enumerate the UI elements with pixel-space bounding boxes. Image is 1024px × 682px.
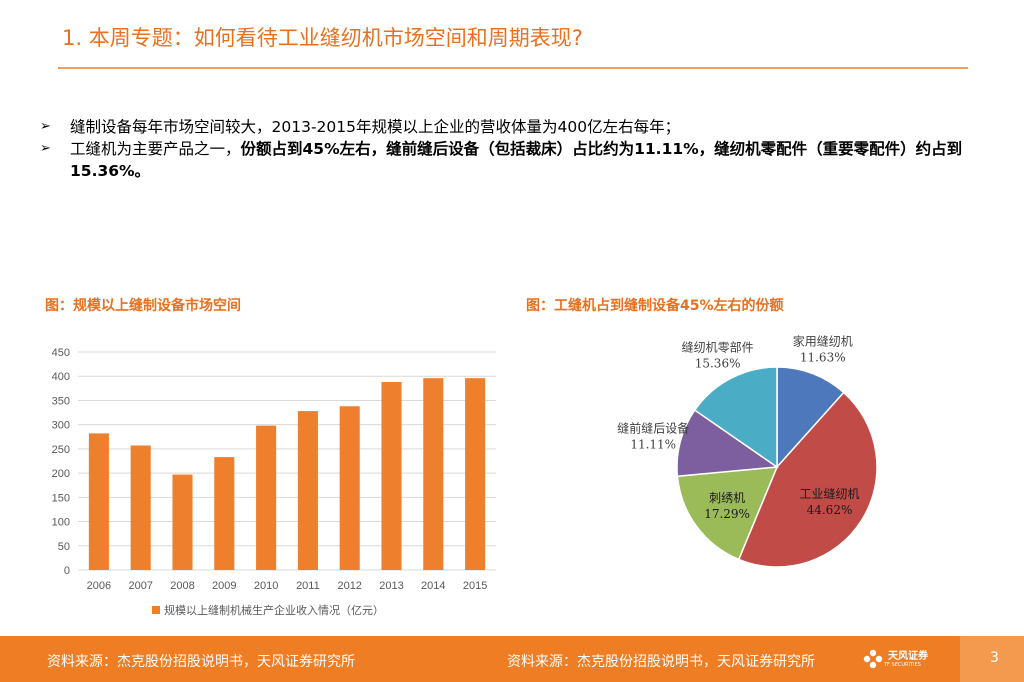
x-tick-label: 2013: [379, 580, 403, 592]
bullet-item: ➢ 缝制设备每年市场空间较大，2013-2015年规模以上企业的营收体量为400…: [40, 116, 1000, 138]
y-tick-label: 0: [64, 565, 70, 577]
bar: [172, 474, 193, 570]
arrow-bullet-icon: ➢: [40, 119, 51, 134]
pie-label: 缝前缝后设备: [617, 420, 689, 435]
bullet-text: 缝制设备每年市场空间较大，2013-2015年规模以上企业的营收体量为400亿左…: [70, 118, 681, 136]
source-note-right: 资料来源：杰克股份招股说明书，天风证券研究所: [507, 654, 815, 670]
bullet-item: ➢ 工缝机为主要产品之一，份额占到45%左右，缝前缝后设备（包括裁床）占比约为1…: [40, 138, 1000, 182]
title-divider: [58, 67, 968, 69]
x-tick-label: 2007: [128, 580, 152, 592]
y-tick-label: 350: [52, 395, 70, 407]
bar-chart-caption: 图：规模以上缝制设备市场空间: [45, 298, 241, 314]
source-note-left: 资料来源：杰克股份招股说明书，天风证券研究所: [47, 654, 355, 670]
pie-slice: [676, 466, 779, 561]
pie-slice: [693, 366, 778, 469]
bullet-text-plain: 工缝机为主要产品之一，: [70, 140, 241, 158]
y-tick-label: 150: [52, 492, 70, 504]
bar: [130, 445, 151, 570]
legend-label: 规模以上缝制机械生产企业收入情况（亿元）: [164, 603, 384, 617]
arrow-bullet-icon: ➢: [40, 141, 51, 156]
x-tick-label: 2012: [337, 580, 361, 592]
pie-label: 工业缝纫机: [799, 486, 859, 501]
footer-bar: [0, 636, 1024, 682]
bar: [339, 406, 360, 570]
logo-text: 天风证券: [888, 650, 928, 662]
pie-label: 缝纫机零部件: [682, 340, 754, 355]
y-tick-label: 50: [58, 541, 70, 553]
x-tick-label: 2008: [170, 580, 194, 592]
pie-value-label: 11.11%: [630, 437, 676, 451]
flower-logo-icon: [863, 649, 883, 669]
company-logo: 天风证券 TF SECURITIES: [862, 645, 954, 673]
legend-swatch: [152, 606, 160, 614]
pie-value-label: 15.36%: [695, 357, 741, 371]
y-tick-label: 400: [52, 371, 70, 383]
page-number-tab: [960, 636, 1024, 682]
bullet-text: 工缝机为主要产品之一，份额占到45%左右，缝前缝后设备（包括裁床）占比约为11.…: [70, 138, 1000, 182]
pie-slice: [676, 409, 780, 478]
page-title: 1. 本周专题：如何看待工业缝纫机市场空间和周期表现?: [62, 26, 583, 50]
pie-label: 刺绣机: [709, 491, 745, 505]
y-tick-label: 300: [52, 420, 70, 432]
pie-chart-caption: 图：工缝机占到缝制设备45%左右的份额: [526, 298, 784, 314]
pie-chart: 家用缝纫机 11.63% 工业缝纫机 44.62% 刺绣机 17.29% 缝前缝后设备 11.…: [617, 335, 878, 568]
y-tick-label: 250: [52, 444, 70, 456]
y-tick-label: 200: [52, 468, 70, 480]
x-tick-label: 2009: [212, 580, 236, 592]
pie-slice: [776, 366, 845, 469]
pie-value-label: 17.29%: [704, 507, 750, 521]
pie-label: 家用缝纫机: [793, 335, 853, 348]
bar-chart: 0 50 100 150 200 250 300 350 400 450 2006 2007 2008 2…: [52, 347, 496, 617]
x-tick-label: 2014: [421, 580, 445, 592]
bar: [381, 382, 402, 570]
x-tick-label: 2010: [254, 580, 278, 592]
pie-value-label: 11.63%: [800, 350, 846, 364]
bar: [423, 378, 444, 570]
bar: [88, 433, 109, 570]
y-tick-label: 450: [52, 347, 70, 359]
bar: [465, 378, 486, 570]
x-tick-label: 2015: [463, 580, 487, 592]
bar: [256, 425, 277, 570]
x-tick-label: 2011: [296, 580, 320, 592]
bullet-text-bold: 份额占到45%左右，缝前缝后设备（包括裁床）占比约为11.11%，缝纫机零配件（…: [70, 140, 963, 180]
pie-value-label: 44.62%: [807, 503, 853, 517]
page-number: 3: [990, 650, 999, 666]
bar: [297, 411, 318, 570]
bar: [214, 457, 235, 570]
bullet-list: ➢ 缝制设备每年市场空间较大，2013-2015年规模以上企业的营收体量为400…: [40, 116, 1000, 182]
pie-slice: [737, 391, 878, 568]
y-tick-label: 100: [52, 517, 70, 529]
x-tick-label: 2006: [87, 580, 111, 592]
logo-subtext: TF SECURITIES: [884, 661, 921, 668]
